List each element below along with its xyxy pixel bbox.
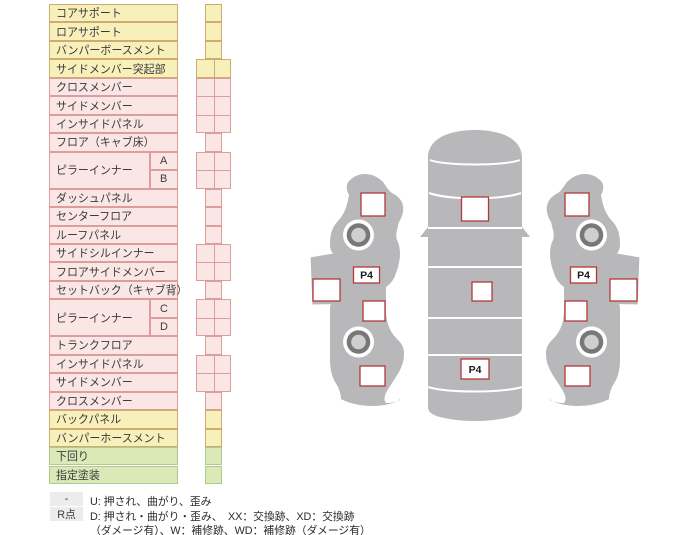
svg-text:P4: P4 xyxy=(577,270,590,282)
svg-text:P4: P4 xyxy=(469,364,482,376)
svg-text:P4: P4 xyxy=(360,270,373,282)
